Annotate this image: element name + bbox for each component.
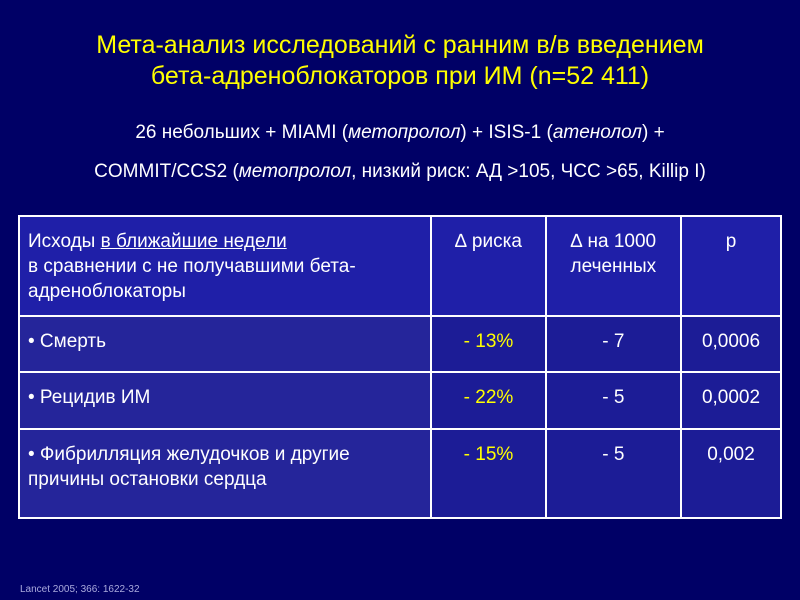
subtitle-text: , низкий риск: АД >105, ЧСС >65, Killip … [351, 161, 706, 182]
row-risk: - 22% [430, 371, 547, 430]
row-per-1000: - 5 [544, 371, 683, 430]
row-per-1000: - 7 [544, 314, 683, 374]
header-outcome-comparison: в сравнении с не получавшими бета-адрено… [28, 256, 356, 302]
row-risk: - 15% [430, 427, 547, 520]
header-outcome-period: в ближайшие недели [100, 231, 287, 252]
header-per-1000: ∆ на 1000 леченных [544, 215, 683, 317]
subtitle-drug: атенолол [552, 122, 642, 143]
subtitle-line2: COMMIT/CCS2 (метопролол, низкий риск: АД… [0, 160, 800, 184]
table-header-row: Исходы в ближайшие недели в сравнении с … [17, 215, 782, 317]
slide-title-line1: Мета-анализ исследований с ранним в/в вв… [96, 31, 704, 59]
row-per-1000: - 5 [544, 427, 683, 520]
table-row: • Рецидив ИМ - 22% - 5 0,0002 [17, 371, 782, 430]
results-table: Исходы в ближайшие недели в сравнении с … [17, 215, 782, 520]
row-outcome: • Рецидив ИМ [17, 371, 433, 430]
slide-title-line2: бета-адреноблокаторов при ИМ (n=52 411) [150, 62, 650, 90]
subtitle-drug: метопролол [348, 122, 461, 143]
slide-title: Мета-анализ исследований с ранним в/в вв… [0, 30, 800, 92]
row-p: 0,0002 [680, 371, 782, 430]
header-risk: ∆ риска [430, 215, 547, 317]
row-outcome: • Фибрилляция желудочков и другие причин… [17, 427, 433, 520]
header-outcome-text: Исходы [28, 231, 101, 252]
table-row: • Фибрилляция желудочков и другие причин… [17, 427, 782, 520]
source-citation: Lancet 2005; 366: 1622-32 [20, 584, 140, 595]
subtitle-text: ) + ISIS-1 ( [460, 122, 553, 143]
subtitle-line1: 26 небольших + MIAMI (метопролол) + ISIS… [0, 121, 800, 145]
subtitle-text: ) + [641, 122, 665, 143]
subtitle-text: COMMIT/CCS2 ( [94, 161, 239, 182]
row-p: 0,0006 [680, 314, 782, 374]
subtitle-text: 26 небольших + MIAMI ( [135, 122, 349, 143]
row-risk: - 13% [430, 314, 547, 374]
row-p: 0,002 [680, 427, 782, 520]
subtitle-drug: метопролол [238, 161, 352, 182]
header-p: p [680, 215, 782, 317]
table-row: • Смерть - 13% - 7 0,0006 [17, 314, 782, 374]
row-outcome: • Смерть [17, 314, 433, 374]
header-outcome: Исходы в ближайшие недели в сравнении с … [17, 215, 433, 317]
